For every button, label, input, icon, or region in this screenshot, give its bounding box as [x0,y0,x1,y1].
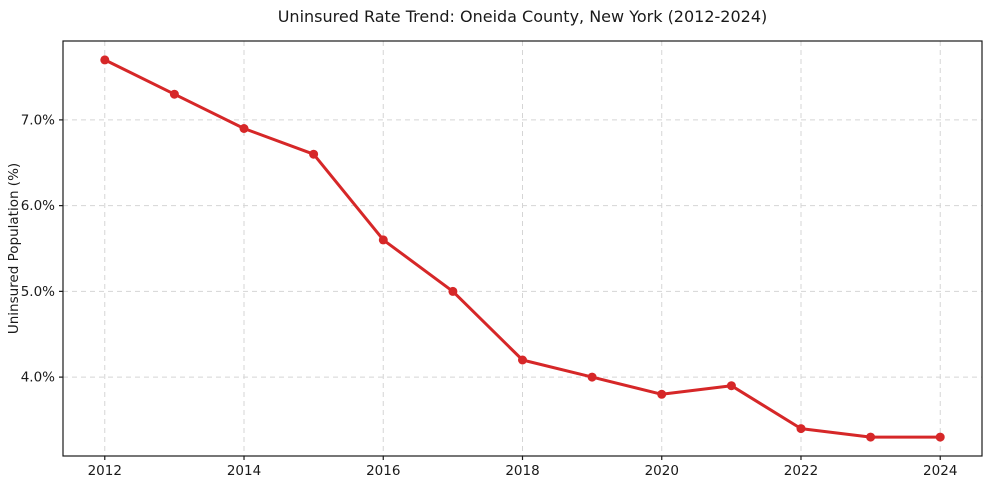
data-point-marker [866,432,876,442]
data-point-marker [935,432,945,442]
data-point-marker [587,372,597,382]
y-tick-label: 4.0% [21,370,55,386]
data-point-marker [518,355,527,365]
y-tick-label: 7.0% [21,112,55,128]
data-point-marker [796,424,806,434]
data-point-marker [239,124,249,133]
chart-title: Uninsured Rate Trend: Oneida County, New… [277,7,768,26]
y-axis-label: Uninsured Population (%) [6,162,22,335]
x-tick-label: 2012 [88,463,122,479]
x-tick-label: 2016 [366,463,400,479]
y-tick-label: 5.0% [21,284,55,300]
data-point-marker [309,149,319,159]
x-tick-label: 2018 [505,463,539,479]
data-point-marker [448,286,458,296]
x-tick-label: 2022 [784,463,818,479]
data-point-marker [726,381,736,391]
x-tick-label: 2014 [227,463,261,479]
x-tick-label: 2024 [923,463,957,479]
data-point-marker [378,235,388,245]
data-point-marker [169,89,179,99]
x-tick-label: 2020 [645,463,679,479]
y-tick-label: 6.0% [21,198,55,214]
data-point-marker [100,55,110,65]
data-point-marker [657,389,667,399]
